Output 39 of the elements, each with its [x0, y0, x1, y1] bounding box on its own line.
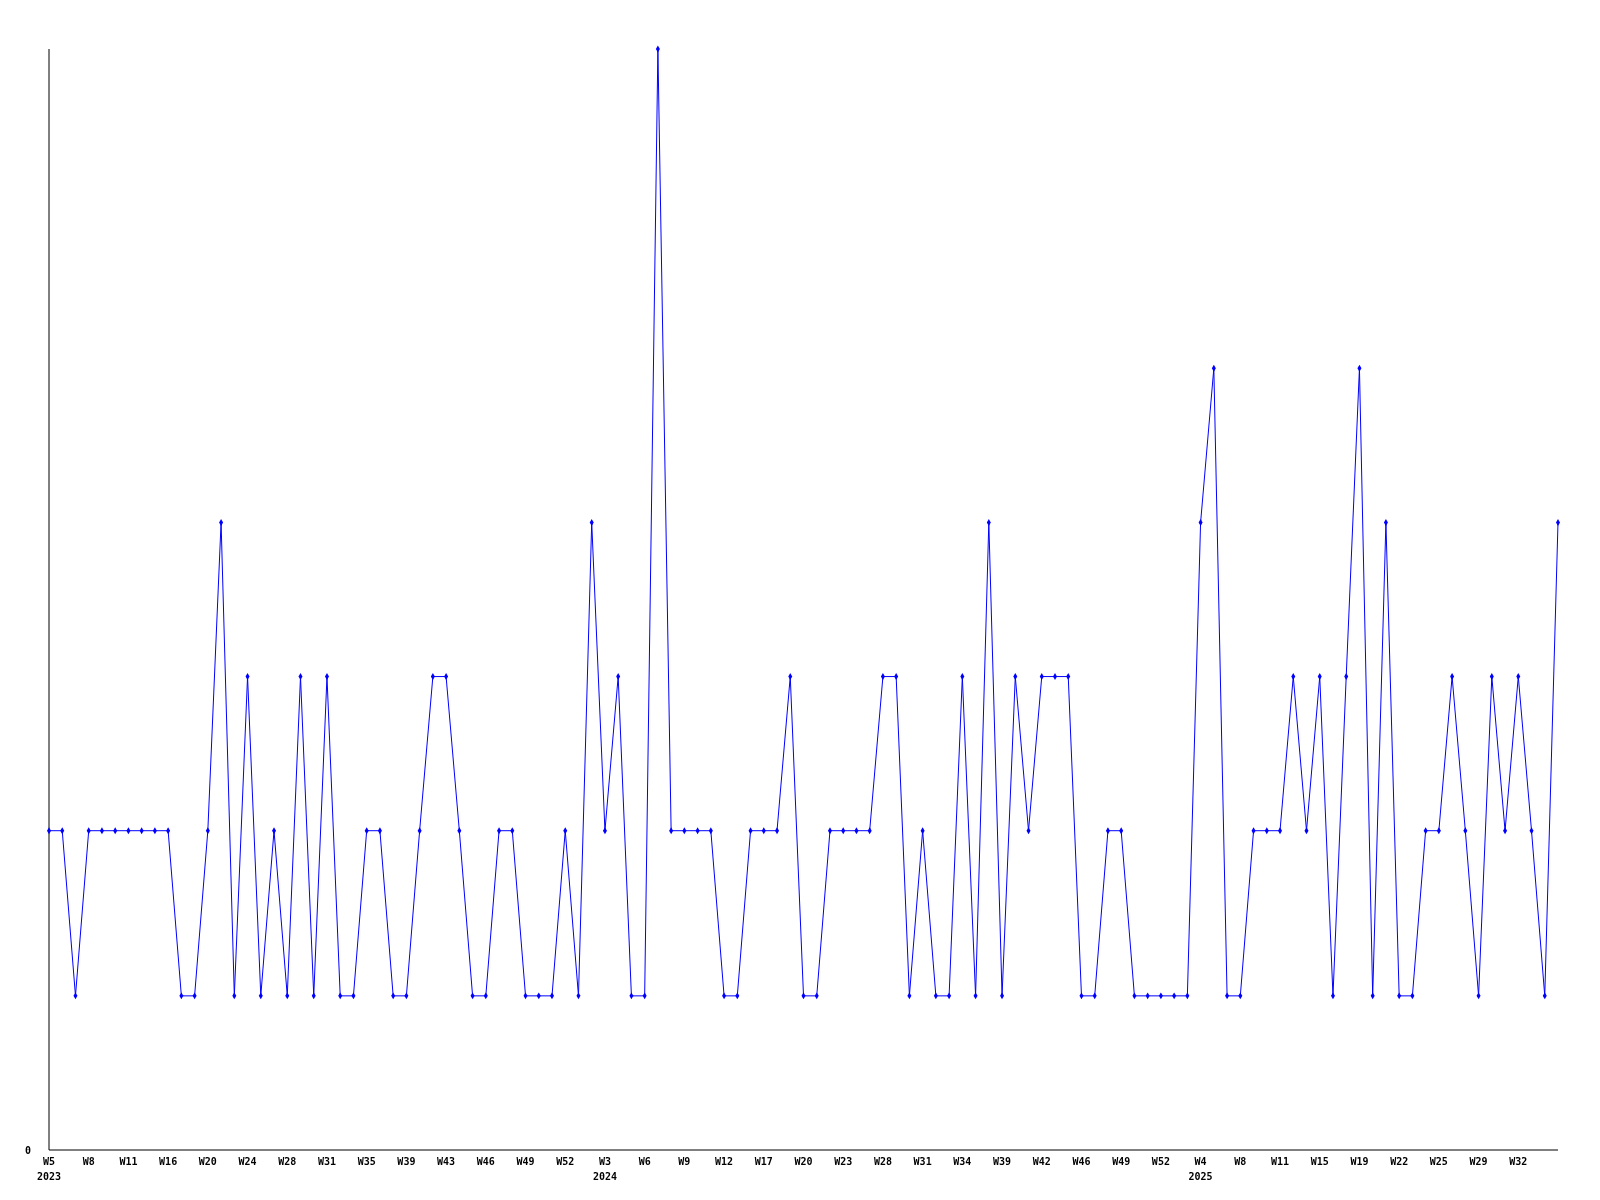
x-tick-label: W5 2023 — [36, 1156, 62, 1182]
x-tick-label: W3 2024 — [592, 1156, 617, 1182]
x-tick-label: W35 — [357, 1156, 376, 1167]
x-tick-label: W15 — [1310, 1156, 1329, 1167]
x-tick-label: W22 — [1390, 1156, 1409, 1167]
x-tick-label: W31 — [317, 1156, 336, 1167]
x-tick-label: W46 — [476, 1156, 495, 1167]
x-tick-label: W6 — [638, 1156, 651, 1167]
x-tick-label: W49 — [516, 1156, 535, 1167]
x-tick-label: W39 — [397, 1156, 416, 1167]
x-tick-label: W17 — [754, 1156, 773, 1167]
text: 0 — [25, 1145, 32, 1156]
x-tick-label: W52 — [556, 1156, 575, 1167]
x-tick-label: W31 — [913, 1156, 932, 1167]
x-tick-label: W32 — [1509, 1156, 1528, 1167]
x-tick-label: W28 — [873, 1156, 892, 1167]
x-tick-label: W34 — [953, 1156, 972, 1167]
x-tick-label: W9 — [678, 1156, 691, 1167]
x-tick-label: W23 — [834, 1156, 853, 1167]
x-tick-label: W4 2025 — [1188, 1156, 1213, 1182]
x-tick-label: W8 — [82, 1156, 95, 1167]
x-tick-label: W12 — [715, 1156, 734, 1167]
x-tick-label: W25 — [1429, 1156, 1448, 1167]
x-tick-label: W29 — [1469, 1156, 1488, 1167]
x-tick-label: W28 — [278, 1156, 297, 1167]
x-tick-label: W49 — [1112, 1156, 1131, 1167]
x-tick-label: W8 — [1234, 1156, 1247, 1167]
x-tick-label: W42 — [1032, 1156, 1051, 1167]
x-tick-label: W46 — [1072, 1156, 1091, 1167]
x-tick-label: W11 — [119, 1156, 138, 1167]
x-tick-label: W11 — [1271, 1156, 1290, 1167]
x-tick-label: W52 — [1151, 1156, 1170, 1167]
x-tick-label: W43 — [437, 1156, 456, 1167]
x-tick-label: W16 — [159, 1156, 178, 1167]
x-tick-label: W20 — [198, 1156, 217, 1167]
x-tick-label: W20 — [794, 1156, 813, 1167]
x-tick-label: W39 — [993, 1156, 1012, 1167]
x-tick-label: W19 — [1350, 1156, 1369, 1167]
x-tick-label: W24 — [238, 1156, 257, 1167]
